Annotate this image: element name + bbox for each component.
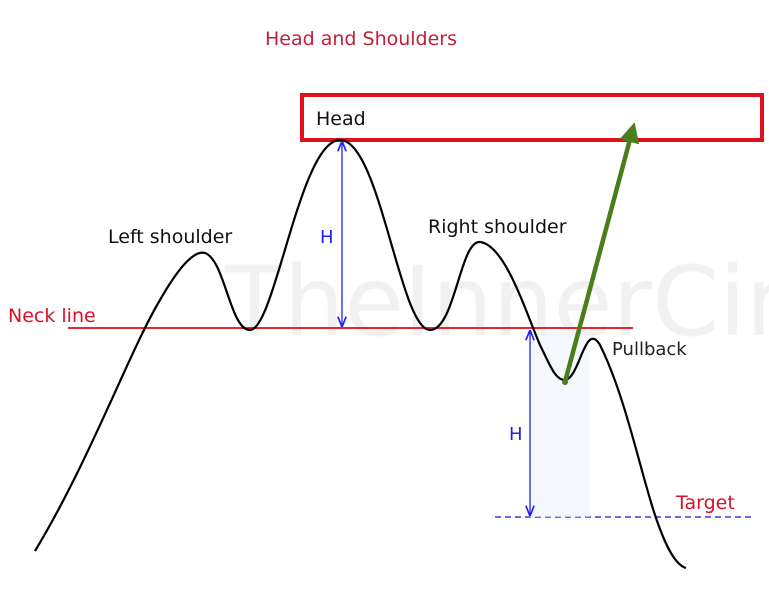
target-label: Target: [675, 492, 735, 514]
diagram-title: Head and Shoulders: [265, 28, 457, 50]
price-curve: [34, 138, 687, 570]
pullback-label: Pullback: [612, 339, 687, 360]
head-height-label: H: [320, 227, 334, 248]
head-label: Head: [316, 108, 366, 130]
watermark-text: TheInnerCircle: [224, 246, 769, 358]
head-highlight-box: [300, 93, 764, 142]
right-shoulder-label: Right shoulder: [428, 216, 567, 238]
left-shoulder-label: Left shoulder: [108, 226, 232, 248]
neck-line-label: Neck line: [8, 305, 96, 327]
pullback-point: [562, 379, 568, 385]
target-height-label: H: [509, 424, 523, 445]
breakout-arrow: [562, 122, 640, 383]
